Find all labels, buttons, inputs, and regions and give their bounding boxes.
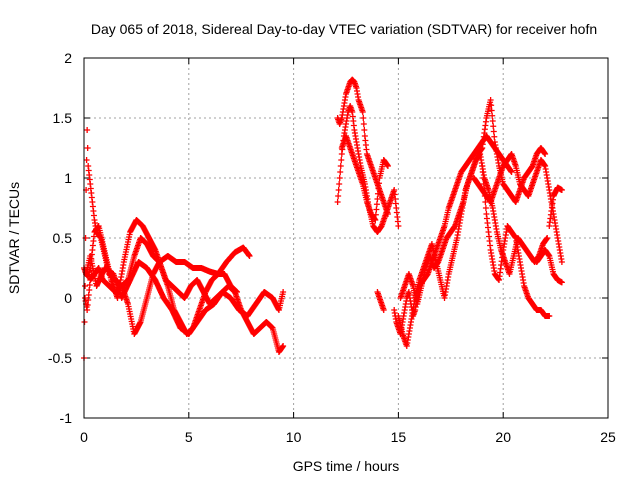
data-point — [360, 121, 367, 127]
data-point — [246, 253, 253, 259]
grid-layer — [84, 58, 608, 418]
y-axis-label: SDTVAR / TECUs — [6, 182, 22, 294]
x-tick-label: 20 — [495, 429, 511, 445]
data-point — [480, 175, 487, 181]
data-point — [82, 235, 89, 241]
series-t15b — [395, 97, 549, 349]
data-point — [374, 190, 381, 197]
series-t12c — [338, 133, 391, 223]
x-tick-label: 5 — [185, 429, 193, 445]
data-point — [395, 223, 402, 229]
data-point — [337, 169, 344, 175]
data-point — [84, 145, 91, 151]
data-point — [489, 112, 496, 119]
series-t22b — [546, 184, 565, 229]
data-point — [384, 163, 391, 169]
data-point — [361, 127, 368, 133]
data-point — [479, 169, 486, 175]
data-point — [542, 151, 549, 157]
data-point — [84, 127, 91, 133]
data-point — [558, 279, 565, 286]
data-point — [491, 133, 498, 140]
data-point — [508, 169, 515, 175]
data-point — [546, 313, 553, 319]
data-point — [489, 118, 496, 124]
y-tick-label: 1 — [64, 170, 72, 186]
data-point — [558, 259, 565, 265]
y-tick-label: 0.5 — [53, 230, 73, 246]
data-point — [334, 199, 341, 205]
data-point — [490, 123, 497, 130]
series-t19 — [479, 163, 553, 319]
y-tick-label: 2 — [64, 50, 72, 66]
data-point — [82, 283, 89, 289]
series-t0d — [83, 253, 287, 337]
data-point — [81, 319, 88, 325]
data-point — [336, 175, 343, 181]
x-tick-label: 0 — [80, 429, 88, 445]
y-tick-label: 0 — [64, 290, 72, 306]
marks-layer — [81, 76, 565, 361]
data-point — [338, 157, 345, 163]
series-t0c — [82, 259, 287, 355]
data-point — [336, 181, 343, 187]
series-t22 — [533, 247, 565, 286]
data-point — [544, 235, 551, 241]
ticks-layer: 0 5 10 15 20 25 -1 -0.5 0 0.5 1 1.5 2 — [48, 50, 616, 445]
data-point — [481, 193, 488, 199]
y-tick-label: 1.5 — [53, 110, 73, 126]
data-point — [83, 157, 90, 163]
data-point — [359, 109, 366, 115]
y-tick-label: -0.5 — [48, 350, 72, 366]
data-point — [490, 128, 497, 135]
x-axis-label: GPS time / hours — [293, 458, 400, 474]
series-t14 — [374, 289, 387, 313]
data-point — [372, 211, 379, 218]
data-point — [480, 181, 487, 187]
data-point — [482, 205, 489, 211]
x-tick-label: 25 — [600, 429, 616, 445]
data-point — [380, 307, 387, 313]
data-point — [335, 193, 342, 199]
data-point — [558, 187, 565, 193]
data-point — [482, 199, 489, 205]
data-point — [360, 115, 367, 121]
plot-frame — [83, 57, 609, 419]
data-point — [487, 97, 494, 103]
data-point — [280, 343, 287, 349]
data-point — [337, 163, 344, 169]
data-point — [376, 180, 383, 187]
x-tick-label: 10 — [286, 429, 302, 445]
data-point — [488, 102, 495, 109]
data-point — [373, 201, 380, 208]
data-point — [280, 289, 287, 295]
series-t0a — [81, 127, 253, 361]
data-point — [335, 187, 342, 193]
data-point — [374, 196, 381, 202]
data-point — [488, 107, 495, 114]
data-point — [375, 185, 382, 192]
data-point — [479, 163, 486, 169]
series-t12b — [334, 103, 402, 235]
data-point — [372, 217, 379, 223]
y-tick-label: -1 — [60, 410, 73, 426]
data-point — [373, 206, 380, 213]
series-t0b — [81, 217, 241, 337]
chart-title: Day 065 of 2018, Sidereal Day-to-day VTE… — [91, 21, 597, 37]
x-tick-label: 15 — [391, 429, 407, 445]
data-point — [481, 187, 488, 193]
